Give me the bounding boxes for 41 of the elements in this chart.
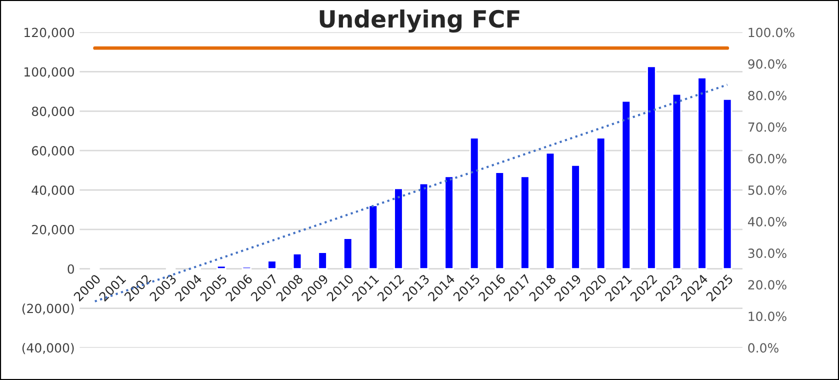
bar: [596, 137, 606, 270]
y2-tick-label: 20.0%: [748, 280, 786, 290]
bar: [368, 204, 378, 270]
y2-tick-label: 10.0%: [748, 312, 786, 322]
y-tick-label: 40,000: [32, 185, 74, 196]
y-tick-label: (20,000): [22, 304, 74, 315]
bar: [318, 252, 328, 270]
y2-tick-label: 80.0%: [748, 90, 786, 100]
bar: [444, 176, 454, 270]
bar: [570, 164, 580, 270]
bar: [267, 260, 277, 270]
chart-title: Underlying FCF: [320, 10, 520, 33]
bar: [646, 66, 656, 270]
y-tick-label: 60,000: [32, 146, 74, 157]
y-tick-label: 0: [68, 264, 74, 274]
bar: [722, 98, 732, 270]
y-tick-label: 100,000: [24, 67, 74, 78]
bar: [216, 265, 226, 270]
y2-tick-label: 70.0%: [748, 122, 786, 132]
y2-tick-label: 60.0%: [748, 154, 786, 164]
y-tick-label: 80,000: [32, 106, 74, 118]
y2-tick-label: 0.0%: [748, 343, 778, 353]
y2-tick-label: 100.0%: [748, 28, 794, 38]
bar: [292, 252, 302, 270]
bar: [672, 93, 682, 270]
bar: [697, 76, 707, 270]
bar: [621, 100, 632, 270]
y-tick-label: 120,000: [24, 28, 74, 38]
y2-tick-label: 40.0%: [748, 217, 786, 226]
y-tick-label: 20,000: [32, 224, 74, 236]
bar: [494, 172, 505, 270]
bar: [469, 137, 480, 270]
y-tick-label: (40,000): [22, 342, 74, 354]
bar: [342, 238, 353, 270]
y2-tick-label: 90.0%: [748, 59, 786, 69]
bar: [394, 188, 404, 270]
y2-tick-label: 50.0%: [748, 185, 786, 195]
bar: [520, 176, 530, 270]
bar: [418, 182, 429, 270]
y2-tick-label: 30.0%: [748, 248, 786, 258]
bar: [545, 152, 556, 270]
